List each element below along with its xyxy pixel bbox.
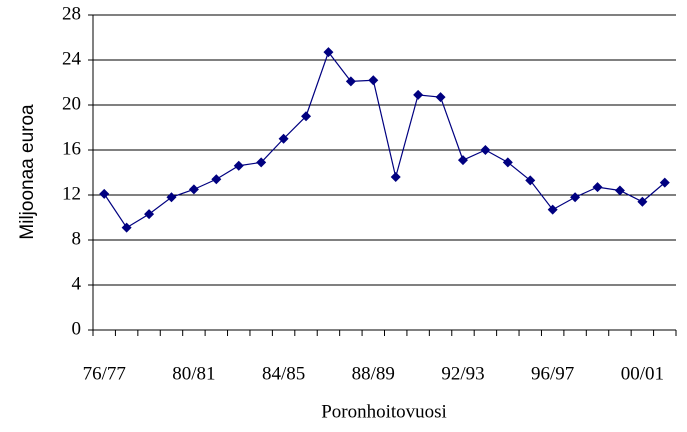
marker xyxy=(345,76,356,87)
marker xyxy=(659,177,670,188)
x-tick-label: 88/89 xyxy=(352,363,395,384)
marker xyxy=(502,157,513,168)
y-tick-label: 16 xyxy=(62,138,81,159)
marker xyxy=(614,185,625,196)
y-tick-label: 4 xyxy=(72,273,82,294)
marker xyxy=(480,145,491,155)
y-tick-label: 20 xyxy=(62,93,81,114)
x-tick-label: 80/81 xyxy=(172,363,215,384)
marker xyxy=(435,92,446,103)
marker xyxy=(99,188,110,199)
marker xyxy=(256,157,267,168)
marker xyxy=(211,174,222,185)
marker xyxy=(278,133,289,144)
x-tick-label: 92/93 xyxy=(441,363,484,384)
x-tick-label: 84/85 xyxy=(262,363,305,384)
marker xyxy=(457,155,468,166)
x-tick-label: 00/01 xyxy=(621,363,664,384)
marker xyxy=(547,204,558,215)
y-tick-label: 28 xyxy=(62,3,81,24)
marker xyxy=(637,196,648,207)
marker xyxy=(570,192,581,203)
x-tick-label: 76/77 xyxy=(83,363,126,384)
line xyxy=(103,50,666,229)
marker xyxy=(413,89,424,100)
y-axis-label: Miljoonaa euroa xyxy=(17,104,38,240)
marker xyxy=(368,75,379,86)
marker xyxy=(592,182,603,193)
marker xyxy=(301,111,312,122)
y-tick-label: 0 xyxy=(72,318,82,339)
y-tick-label: 12 xyxy=(62,183,81,204)
marker xyxy=(390,172,401,182)
marker xyxy=(188,184,199,195)
marker xyxy=(323,47,334,58)
marker xyxy=(121,222,132,233)
marker xyxy=(144,209,155,220)
marker xyxy=(233,160,244,171)
x-axis-label: Poronhoitovuosi xyxy=(321,401,447,422)
marker xyxy=(525,175,536,186)
y-tick-label: 8 xyxy=(72,228,82,249)
marker xyxy=(166,192,177,203)
y-tick-label: 24 xyxy=(62,48,82,69)
x-tick-label: 96/97 xyxy=(531,363,574,384)
